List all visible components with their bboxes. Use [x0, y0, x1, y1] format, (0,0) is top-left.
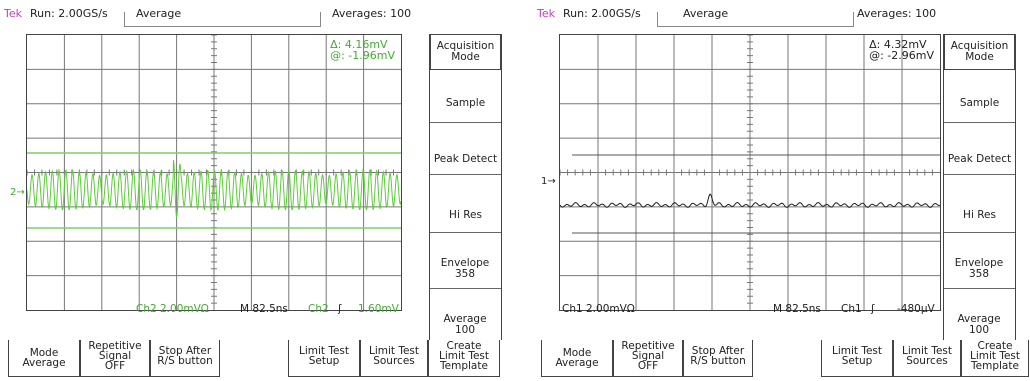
averages-label: Averages: 100 — [332, 7, 412, 20]
bottom-menu-limit-test-setup[interactable]: Limit Test Setup — [821, 340, 893, 377]
side-menu-acquisition-mode[interactable]: Acquisition Mode — [430, 34, 501, 70]
channel-ground-marker: 2→ — [10, 187, 25, 198]
side-menu-hi-res[interactable]: Hi Res — [449, 209, 482, 221]
bottom-menu-mode[interactable]: Mode Average — [8, 340, 80, 377]
side-menu-average[interactable]: Average 100 — [957, 313, 1001, 336]
cursor-readout: Δ: 4.32mV @: -2.96mV — [869, 39, 934, 61]
trigger-source: Ch1 — [841, 303, 862, 315]
brand-label: Tek — [4, 7, 22, 20]
side-menu-hi-res[interactable]: Hi Res — [963, 209, 996, 221]
side-menu-envelope[interactable]: Envelope 358 — [440, 257, 490, 280]
bottom-menu-repetitive-signal[interactable]: Repetitive Signal OFF — [80, 340, 150, 377]
channel-scale: Ch2 2.00mVΩ — [136, 303, 209, 315]
scope-screen-left: Tek Run: 2.00GS/s Average Averages: 100 … — [0, 0, 505, 381]
trigger-position-bar — [657, 12, 854, 27]
side-menu: Acquisition Mode Sample Peak Detect Hi R… — [429, 34, 502, 340]
bottom-menu-create-template[interactable]: Create Limit Test Template — [428, 340, 500, 377]
scope-screen-right: Tek Run: 2.00GS/s Average Averages: 100 … — [533, 0, 1030, 381]
position-readout: @: -1.96mV — [330, 49, 395, 62]
trigger-source: Ch2 — [308, 303, 329, 315]
side-menu-sample[interactable]: Sample — [445, 97, 486, 109]
timebase: M 82.5ns — [240, 303, 288, 315]
header-bar: Tek Run: 2.00GS/s Average Averages: 100 — [537, 4, 1030, 34]
waveform-display — [27, 35, 401, 310]
side-menu-average[interactable]: Average 100 — [443, 313, 487, 336]
acquisition-mode-label: Average — [136, 7, 182, 20]
side-menu: Acquisition Mode Sample Peak Detect Hi R… — [943, 34, 1016, 340]
sample-rate-label: Run: 2.00GS/s — [563, 7, 641, 20]
averages-label: Averages: 100 — [857, 7, 937, 20]
side-menu-envelope[interactable]: Envelope 358 — [954, 257, 1004, 280]
trigger-level: -480µV — [897, 303, 935, 315]
trigger-level: 1.60mV — [358, 303, 399, 315]
timebase: M 82.5ns — [773, 303, 821, 315]
side-menu-peak-detect[interactable]: Peak Detect — [947, 153, 1012, 165]
bottom-menu-limit-test-sources[interactable]: Limit Test Sources — [893, 340, 961, 377]
bottom-menu-limit-test-setup[interactable]: Limit Test Setup — [288, 340, 360, 377]
waveform-trace — [560, 193, 940, 209]
bottom-menu-mode[interactable]: Mode Average — [541, 340, 613, 377]
channel-ground-marker: 1→ — [541, 176, 556, 187]
sample-rate-label: Run: 2.00GS/s — [30, 7, 108, 20]
channel-scale: Ch1 2.00mVΩ — [562, 303, 635, 315]
status-bar: Ch1 2.00mVΩ M 82.5ns Ch1 ʃ -480µV — [559, 303, 939, 317]
delta-readout: Δ: 4.16mV — [330, 38, 388, 51]
brand-label: Tek — [537, 7, 555, 20]
bottom-menu-limit-test-sources[interactable]: Limit Test Sources — [360, 340, 428, 377]
graticule: Δ: 4.16mV @: -1.96mV — [26, 34, 402, 311]
waveform-display — [560, 35, 940, 310]
graticule: Δ: 4.32mV @: -2.96mV — [559, 34, 941, 311]
cursor-readout: Δ: 4.16mV @: -1.96mV — [330, 39, 395, 61]
side-menu-peak-detect[interactable]: Peak Detect — [433, 153, 498, 165]
header-bar: Tek Run: 2.00GS/s Average Averages: 100 — [4, 4, 505, 34]
delta-readout: Δ: 4.32mV — [869, 38, 927, 51]
bottom-menu-create-template[interactable]: Create Limit Test Template — [961, 340, 1029, 377]
trigger-position-bar — [124, 12, 321, 27]
bottom-menu-stop-after[interactable]: Stop After R/S button — [150, 340, 220, 377]
side-menu-acquisition-mode[interactable]: Acquisition Mode — [944, 34, 1015, 70]
trigger-slope-icon: ʃ — [871, 303, 875, 315]
side-menu-sample[interactable]: Sample — [959, 97, 1000, 109]
bottom-menu-stop-after[interactable]: Stop After R/S button — [683, 340, 753, 377]
bottom-menu-repetitive-signal[interactable]: Repetitive Signal OFF — [613, 340, 683, 377]
trigger-slope-icon: ʃ — [338, 303, 342, 315]
position-readout: @: -2.96mV — [869, 49, 934, 62]
status-bar: Ch2 2.00mVΩ M 82.5ns Ch2 ʃ 1.60mV — [26, 303, 400, 317]
acquisition-mode-label: Average — [683, 7, 729, 20]
waveform-trace — [27, 159, 401, 218]
